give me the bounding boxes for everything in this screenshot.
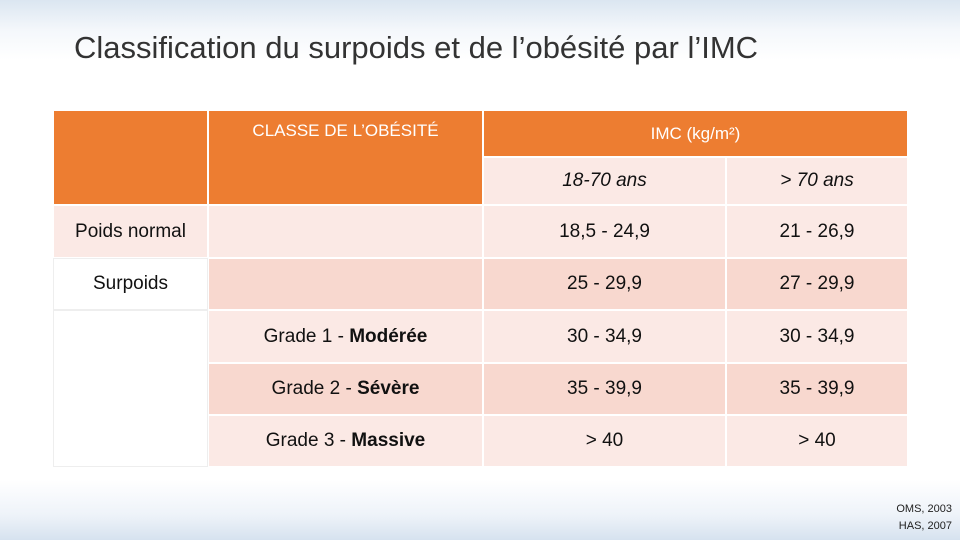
- row-label: Poids normal: [53, 205, 208, 258]
- cell: 18,5 - 24,9: [483, 205, 726, 258]
- row-label: Grade 2 - Sévère: [208, 363, 483, 415]
- cell: [208, 205, 483, 258]
- cell: [208, 258, 483, 310]
- cell: 35 - 39,9: [483, 363, 726, 415]
- row-label: Surpoids: [53, 258, 208, 310]
- cell: 30 - 34,9: [726, 310, 908, 363]
- header-imc: IMC (kg/m²): [483, 110, 908, 157]
- cell: > 40: [726, 415, 908, 467]
- grade: Grade 3 -: [265, 430, 352, 451]
- cell: > 40: [483, 415, 726, 467]
- level: Massive: [351, 430, 426, 451]
- row-label: Grade 1 - Modérée: [208, 310, 483, 363]
- row-label: Grade 3 - Massive: [208, 415, 483, 467]
- header-age: 18-70 ans: [483, 157, 726, 205]
- source: OMS, 2003: [896, 503, 952, 515]
- cell: 30 - 34,9: [483, 310, 726, 363]
- cell: 27 - 29,9: [726, 258, 908, 310]
- cell: 25 - 29,9: [483, 258, 726, 310]
- header-cell: [53, 110, 208, 205]
- cell: 21 - 26,9: [726, 205, 908, 258]
- header-class: CLASSE DE L’OBÉSITÉ: [208, 110, 483, 205]
- grade: Grade 1 -: [263, 325, 350, 347]
- grade: Grade 2 -: [271, 378, 358, 399]
- level: Modérée: [349, 325, 428, 347]
- source: HAS, 2007: [898, 520, 952, 532]
- level: Sévère: [357, 378, 420, 399]
- cell: [53, 310, 208, 467]
- header-age: > 70 ans: [726, 157, 908, 205]
- cell: 35 - 39,9: [726, 363, 908, 415]
- title: Classification du surpoids et de l’obési…: [74, 30, 759, 65]
